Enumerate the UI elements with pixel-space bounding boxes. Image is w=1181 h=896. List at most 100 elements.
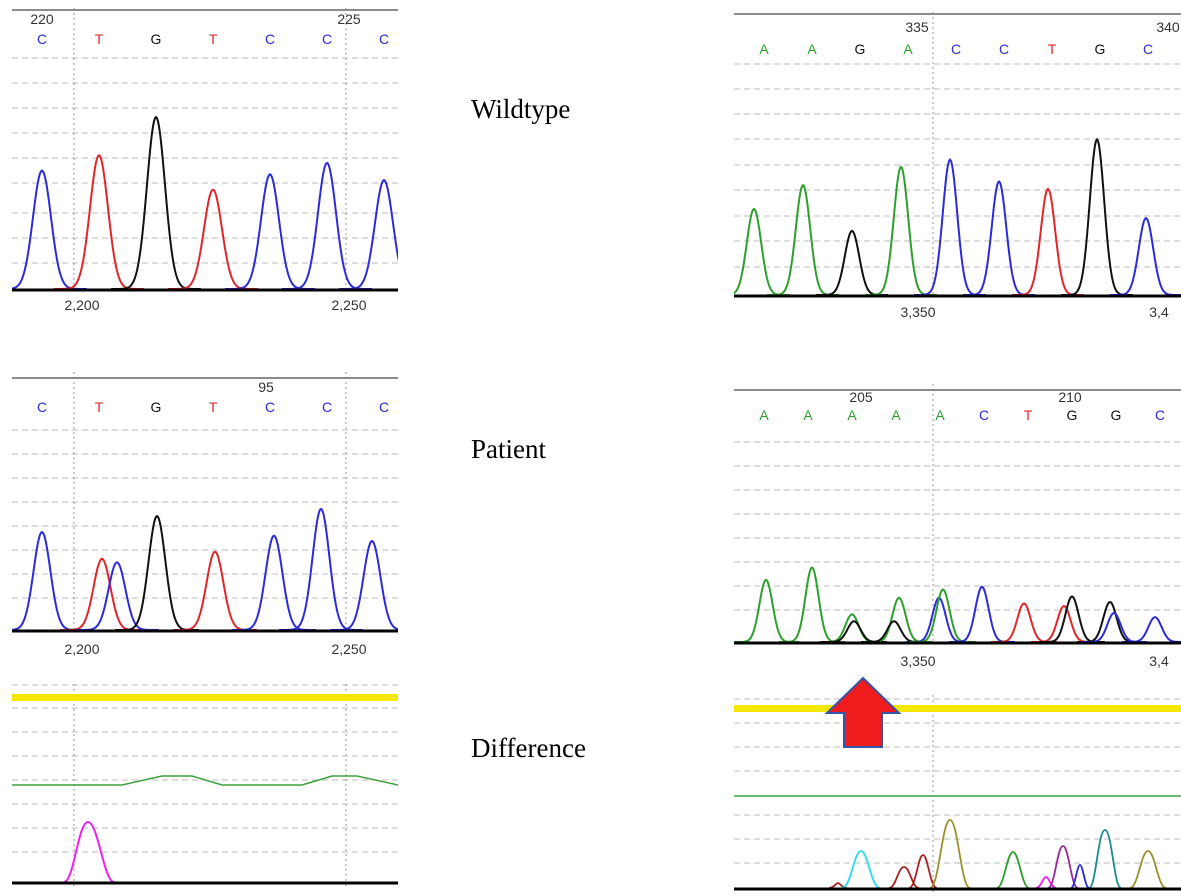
trace-peak [963,180,1035,296]
position-number: 225 [337,11,361,27]
trace-peak [1122,616,1181,643]
trace-peak [1081,611,1147,643]
base-call: T [209,399,218,415]
difference-peak [63,820,115,883]
chromatogram-left-patient: 95 C T G T C C C 2,200 2,250 [12,372,398,664]
chromatogram-right-wildtype: 335 340 A A G A C C T G C 3,350 3,4 [734,12,1181,324]
trace-peak [282,161,372,290]
base-call: T [95,31,104,47]
base-call: G [1095,41,1106,57]
trace-peak [330,539,398,631]
chromatogram-right-patient-plot: 205 210 A A A A A C T G G C 3,350 3,4 [734,384,1181,669]
difference-baseline [12,775,398,786]
difference-peaks [828,819,1167,889]
position-number: 340 [1156,19,1180,35]
trace-peak [1077,600,1143,643]
base-call: A [903,41,913,57]
trace-peak [949,585,1015,643]
label-patient: Patient [471,434,546,464]
base-call: C [265,399,275,415]
base-call: A [935,407,945,423]
chromatogram-left-patient-plot: 95 C T G T C C C 2,200 2,250 [12,372,398,657]
base-call: G [1067,407,1078,423]
grid [734,384,1181,642]
grid [12,8,398,289]
base-call: C [1143,41,1153,57]
axis-tick-label: 2,200 [64,297,99,313]
position-number: 335 [905,19,929,35]
trace-peak [60,557,144,631]
base-call: C [999,41,1009,57]
trace-peak [168,188,258,290]
trace-peak [866,596,932,643]
trace-peak [279,507,363,631]
base-call: C [322,399,332,415]
grid [734,695,1181,892]
grid [12,684,398,888]
difference-left [12,684,398,888]
base-call: C [379,31,389,47]
base-call: G [855,41,866,57]
chromatogram-left-wildtype: 220 225 C T G T C C C 2,200 2,250 [12,8,398,320]
base-call: G [151,399,162,415]
trace-peak [821,620,887,643]
grid [12,372,398,630]
base-call: G [1111,407,1122,423]
base-call: A [807,41,817,57]
chromatogram-right-wildtype-plot: 335 340 A A G A C C T G C 3,350 3,4 [734,12,1181,320]
axis-tick-label: 2,200 [64,641,99,657]
base-call: C [37,31,47,47]
trace-peak [910,588,976,643]
base-call: C [951,41,961,57]
highlight-bar [734,705,1181,712]
trace-peak [767,183,839,296]
axis-tick-label: 3,4 [1149,653,1169,669]
trace-peak [12,530,84,631]
trace-peak [861,620,927,643]
red-arrow-icon [824,676,902,748]
base-call: T [1048,41,1057,57]
base-call: C [979,407,989,423]
position-number: 210 [1058,389,1082,405]
trace-peak [1039,595,1105,643]
base-call: T [95,399,104,415]
trace-peak [225,173,315,290]
trace-peak [1061,137,1133,296]
trace-peak [734,578,799,643]
trace-peak [12,169,87,290]
trace-peak [779,566,845,643]
position-number: 220 [30,11,54,27]
position-number: 95 [258,379,274,395]
trace-peak [865,165,937,296]
chromatogram-left-wildtype-plot: 220 225 C T G T C C C 2,200 2,250 [12,8,398,313]
axis-tick-label: 3,4 [1149,304,1169,320]
base-call: C [1155,407,1165,423]
base-call: A [803,407,813,423]
axis-tick-label: 2,250 [331,641,366,657]
label-difference: Difference [471,733,586,763]
chromatogram-right-patient: 205 210 A A A A A C T G G C 3,350 3,4 [734,384,1181,676]
difference-right-plot [734,695,1181,892]
trace-peak [115,514,199,631]
base-call: C [37,399,47,415]
position-number: 205 [849,389,873,405]
base-call: T [1024,407,1033,423]
grid [734,12,1181,295]
base-call: A [891,407,901,423]
trace-peak [991,602,1057,643]
difference-right [734,695,1181,892]
difference-left-plot [12,684,398,888]
base-call: C [379,399,389,415]
trace-peak [1110,216,1181,296]
axis-tick-label: 2,250 [331,297,366,313]
base-call: T [209,31,218,47]
label-wildtype: Wildtype [471,94,571,124]
trace-peak [54,154,144,290]
trace-peak [914,157,986,296]
trace-peak [906,596,972,643]
base-call: A [847,407,857,423]
trace-peak [339,178,398,290]
highlight-bar [12,694,398,701]
trace-peak [173,550,257,631]
base-call: C [322,31,332,47]
